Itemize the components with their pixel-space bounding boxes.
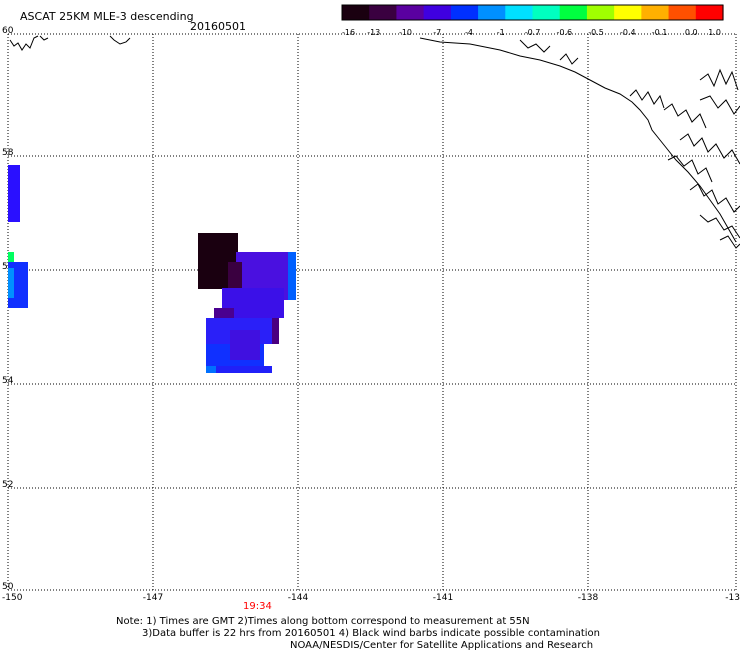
coastline-path bbox=[719, 235, 740, 249]
colorbar-label: -13 bbox=[367, 28, 380, 37]
swath-cell bbox=[214, 308, 234, 318]
coastline-path bbox=[519, 39, 551, 53]
coastline-path bbox=[699, 95, 740, 115]
note-line-2: 3)Data buffer is 22 hrs from 20160501 4)… bbox=[142, 628, 600, 639]
lon-label: -13 bbox=[725, 593, 740, 603]
swath-cell bbox=[8, 268, 14, 298]
colorbar-label: -7 bbox=[433, 28, 441, 37]
colorbar-label: -16 bbox=[342, 28, 355, 37]
colorbar-label: -0.5 bbox=[588, 28, 604, 37]
colorbar-labels: -16 -13 -10 -7 -4 -1 -0.7 -0.6 -0.5 -0.4 -0.1 0.0 1.… bbox=[342, 28, 721, 37]
swath-cell bbox=[272, 318, 279, 344]
lat-label: 58 bbox=[2, 148, 14, 158]
colorbar-swatch bbox=[614, 5, 642, 20]
colorbar-swatch bbox=[532, 5, 561, 20]
coastline-path bbox=[679, 133, 740, 165]
colorbar-label: -1 bbox=[497, 28, 505, 37]
swath-cell bbox=[206, 366, 216, 373]
lon-label: -138 bbox=[578, 593, 599, 603]
colorbar-label: 1.0 bbox=[708, 28, 721, 37]
lon-label: -141 bbox=[433, 593, 453, 603]
product-date: 20160501 bbox=[190, 20, 246, 33]
coastline-path bbox=[419, 37, 737, 243]
swath-cell bbox=[288, 252, 296, 300]
lon-label: -150 bbox=[2, 593, 23, 603]
coastline-path bbox=[699, 68, 739, 91]
coastline-path bbox=[9, 35, 39, 51]
lon-label: -147 bbox=[143, 593, 163, 603]
swath-cell bbox=[8, 252, 14, 262]
lat-label: 54 bbox=[2, 376, 14, 386]
coastline-path bbox=[39, 35, 49, 41]
note-line-1: Note: 1) Times are GMT 2)Times along bot… bbox=[116, 616, 530, 627]
colorbar-swatch bbox=[342, 5, 370, 20]
coastline-path bbox=[689, 183, 740, 213]
colorbar-label: -0.1 bbox=[652, 28, 668, 37]
colorbar: -16 -13 -10 -7 -4 -1 -0.7 -0.6 -0.5 -0.4 -0.1 0.0 1.… bbox=[341, 4, 724, 37]
coastline-path bbox=[629, 89, 665, 109]
colorbar-swatch bbox=[559, 5, 588, 20]
colorbar-swatch bbox=[423, 5, 452, 20]
swath-cell bbox=[230, 330, 260, 360]
lat-label: 56 bbox=[2, 262, 14, 272]
colorbar-label: -0.6 bbox=[556, 28, 572, 37]
swath-cell bbox=[206, 366, 272, 373]
swath-cell bbox=[8, 165, 20, 222]
colorbar-swatch bbox=[695, 5, 724, 20]
note-line-3: NOAA/NESDIS/Center for Satellite Applica… bbox=[290, 640, 593, 650]
coastlines bbox=[9, 35, 740, 249]
colorbar-label: -10 bbox=[399, 28, 412, 37]
colorbar-label: -0.7 bbox=[525, 28, 541, 37]
coastline-path bbox=[559, 53, 579, 65]
colorbar-label: -0.4 bbox=[620, 28, 636, 37]
swath-time-label: 19:34 bbox=[243, 601, 272, 612]
coastline-path bbox=[663, 103, 707, 129]
coastline-path bbox=[699, 214, 740, 239]
colorbar-swatch bbox=[478, 5, 506, 20]
colorbar-swatches bbox=[342, 5, 724, 20]
colorbar-swatch bbox=[505, 5, 534, 20]
colorbar-frame bbox=[341, 4, 724, 21]
colorbar-swatch bbox=[369, 5, 398, 20]
lat-label: 60 bbox=[2, 26, 14, 36]
coastline-path bbox=[109, 35, 131, 45]
colorbar-swatch bbox=[450, 5, 479, 20]
colorbar-swatch bbox=[668, 5, 697, 20]
colorbar-label: 0.0 bbox=[685, 28, 698, 37]
colorbar-swatch bbox=[396, 5, 425, 20]
product-title: ASCAT 25KM MLE-3 descending bbox=[20, 10, 194, 23]
swath-data bbox=[8, 165, 296, 373]
colorbar-swatch bbox=[641, 5, 670, 20]
colorbar-swatch bbox=[586, 5, 615, 20]
lon-label: -144 bbox=[288, 593, 309, 603]
colorbar-label: -4 bbox=[465, 28, 473, 37]
coastline-path bbox=[667, 155, 713, 183]
